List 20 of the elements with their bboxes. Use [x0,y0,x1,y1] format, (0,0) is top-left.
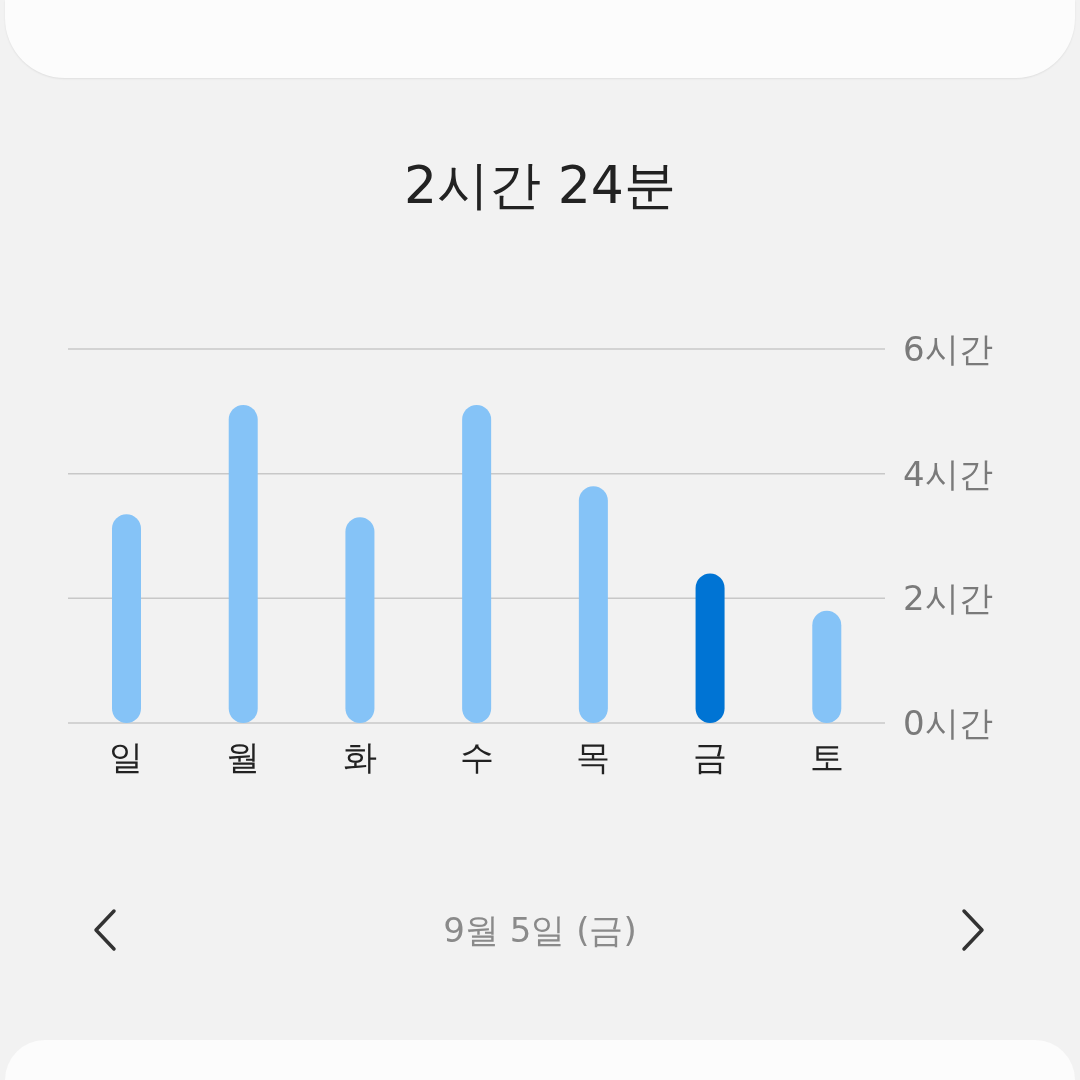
x-tick-label: 금 [692,737,727,778]
bar [112,514,141,723]
bar [812,610,842,723]
text: 9월 5일 (금) [442,909,638,952]
x-tick-label: 일 [109,737,144,778]
x-tick-label: 화 [342,737,377,778]
chart-title: 2시간 24분 [403,154,677,217]
y-tick-label: 2시간 [903,578,993,619]
x-tick-label: 월 [226,737,261,778]
bar [462,405,492,723]
bar [695,573,725,723]
x-tick-label: 토 [809,737,844,778]
y-tick-label: 0시간 [903,703,993,744]
y-tick-label: 4시간 [903,453,993,494]
bar [345,517,375,723]
bar [228,405,258,723]
bar [578,486,608,723]
y-tick-label: 6시간 [903,329,993,370]
x-tick-label: 목 [576,737,611,778]
x-tick-label: 수 [459,737,494,778]
